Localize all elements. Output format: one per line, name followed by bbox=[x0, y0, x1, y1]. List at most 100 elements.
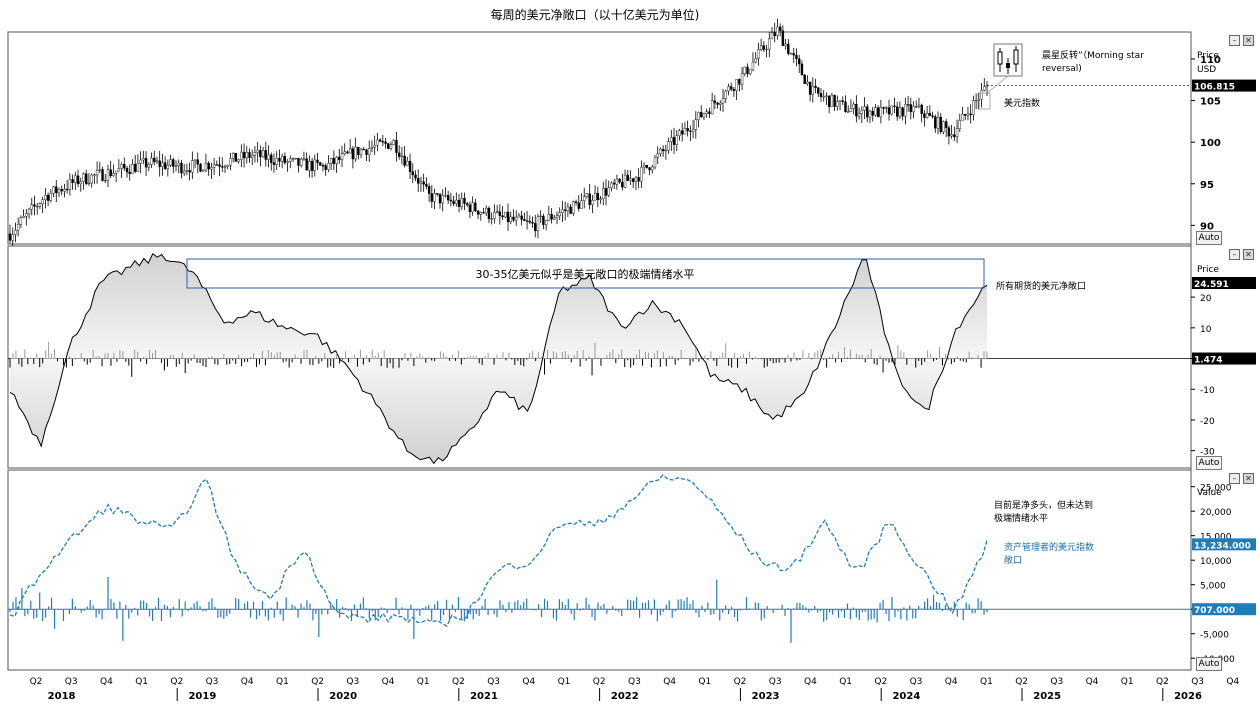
price-candle-body bbox=[784, 43, 787, 46]
price-candle-body bbox=[147, 164, 150, 168]
price-candle-body bbox=[215, 164, 219, 166]
x-quarter-label: Q1 bbox=[417, 677, 430, 687]
price-candle-body bbox=[202, 169, 205, 172]
price-candle-body bbox=[983, 86, 986, 91]
price-candle-body bbox=[82, 173, 85, 182]
price-candle-body bbox=[313, 159, 317, 171]
price-candle-body bbox=[144, 158, 148, 168]
price-candle-body bbox=[798, 58, 801, 65]
price-candle-body bbox=[689, 130, 692, 132]
price-candle-body bbox=[348, 148, 352, 154]
price-candle-body bbox=[27, 208, 31, 214]
price-candle-body bbox=[732, 88, 736, 91]
futures-area-fill bbox=[10, 253, 987, 464]
price-candle-body bbox=[169, 159, 172, 166]
price-candle-body bbox=[270, 154, 273, 163]
price-candle-body bbox=[474, 202, 477, 211]
x-quarter-label: Q2 bbox=[874, 677, 887, 687]
price-candle-body bbox=[397, 152, 401, 157]
price-candle-body bbox=[531, 221, 534, 224]
price-candle-body bbox=[485, 207, 488, 214]
price-candle-body bbox=[827, 95, 831, 107]
x-quarter-label: Q4 bbox=[382, 677, 395, 687]
price-candle-body bbox=[841, 100, 844, 102]
price-candle-body bbox=[242, 151, 246, 159]
price-candle-body bbox=[574, 201, 578, 203]
price-candle-body bbox=[378, 139, 382, 142]
price-candle-body bbox=[773, 32, 776, 36]
price-candle-body bbox=[487, 207, 491, 219]
futures-zero-value-box bbox=[1192, 352, 1256, 365]
price-ytick-label: 110 bbox=[1200, 55, 1221, 66]
x-quarter-label: Q3 bbox=[206, 677, 219, 687]
price-candle-body bbox=[400, 155, 404, 157]
price-candle-body bbox=[762, 45, 766, 50]
price-candle-body bbox=[11, 234, 14, 241]
price-candle-body bbox=[479, 212, 483, 215]
price-candle-body bbox=[289, 158, 292, 162]
price-candle-body bbox=[972, 100, 975, 115]
price-candle-body bbox=[664, 149, 668, 152]
x-year-label: 2019 bbox=[188, 691, 216, 702]
price-candle-body bbox=[370, 147, 374, 149]
price-candle-body bbox=[847, 111, 850, 113]
x-quarter-label: Q1 bbox=[980, 677, 993, 687]
minimize-icon[interactable]: – bbox=[1229, 473, 1240, 484]
asset-series-label-1: 资产管理者的美元指数 bbox=[1004, 541, 1094, 553]
price-candle-body bbox=[455, 199, 458, 204]
price-candle-body bbox=[525, 220, 529, 222]
net-long-annotation-2: 极端情绪水平 bbox=[994, 512, 1048, 524]
auto-scale-button-futures[interactable]: Auto bbox=[1196, 456, 1222, 470]
price-candle-body bbox=[787, 43, 790, 54]
price-candle-body bbox=[338, 156, 341, 161]
price-candle-body bbox=[566, 206, 570, 211]
price-candle-body bbox=[275, 157, 278, 165]
x-quarter-label: Q2 bbox=[452, 677, 465, 687]
price-candle-body bbox=[887, 107, 891, 115]
price-ytick-label: 105 bbox=[1200, 97, 1221, 108]
price-candle-body bbox=[128, 171, 131, 174]
x-year-label: 2018 bbox=[48, 691, 76, 702]
price-candle-body bbox=[942, 121, 945, 133]
close-icon[interactable]: ✕ bbox=[1243, 35, 1254, 46]
price-candle-body bbox=[806, 81, 809, 84]
price-candle-body bbox=[547, 214, 551, 221]
morning-star-annotation-2: reversal) bbox=[1042, 64, 1082, 74]
price-candle-body bbox=[408, 160, 412, 172]
price-candle-body bbox=[852, 103, 855, 109]
price-candle-body bbox=[305, 158, 308, 171]
price-candle-body bbox=[915, 106, 918, 108]
price-candle-body bbox=[947, 127, 951, 137]
price-candle-body bbox=[721, 98, 725, 104]
price-candle-body bbox=[838, 100, 842, 102]
price-candle-body bbox=[446, 195, 450, 201]
futures-series-label: 所有期货的美元净敞口 bbox=[996, 280, 1086, 292]
price-candle-body bbox=[555, 215, 559, 219]
close-icon[interactable]: ✕ bbox=[1243, 249, 1254, 260]
asset-ytick-label: 20,000 bbox=[1200, 508, 1232, 518]
price-candle-body bbox=[607, 187, 610, 196]
price-candle-body bbox=[520, 215, 523, 220]
price-candle-body bbox=[577, 202, 580, 209]
price-candle-body bbox=[283, 156, 287, 164]
price-candle-body bbox=[133, 163, 137, 172]
price-candle-body bbox=[196, 159, 199, 165]
minimize-icon[interactable]: – bbox=[1229, 35, 1240, 46]
price-candle-body bbox=[626, 174, 629, 181]
price-candle-body bbox=[879, 107, 883, 118]
price-candle-body bbox=[153, 157, 156, 163]
price-candle-body bbox=[716, 102, 719, 105]
x-quarter-label: Q2 bbox=[593, 677, 606, 687]
price-candle-body bbox=[553, 217, 556, 220]
x-quarter-label: Q3 bbox=[1050, 677, 1063, 687]
minimize-icon[interactable]: – bbox=[1229, 249, 1240, 260]
price-candle-body bbox=[319, 162, 322, 166]
price-candle-body bbox=[925, 113, 929, 118]
auto-scale-button-price[interactable]: Auto bbox=[1196, 231, 1222, 245]
close-icon[interactable]: ✕ bbox=[1243, 473, 1254, 484]
auto-scale-button-asset[interactable]: Auto bbox=[1196, 657, 1222, 671]
price-candle-body bbox=[104, 179, 107, 182]
price-candle-body bbox=[528, 220, 531, 223]
price-candle-body bbox=[675, 135, 678, 145]
price-candle-body bbox=[969, 113, 972, 115]
